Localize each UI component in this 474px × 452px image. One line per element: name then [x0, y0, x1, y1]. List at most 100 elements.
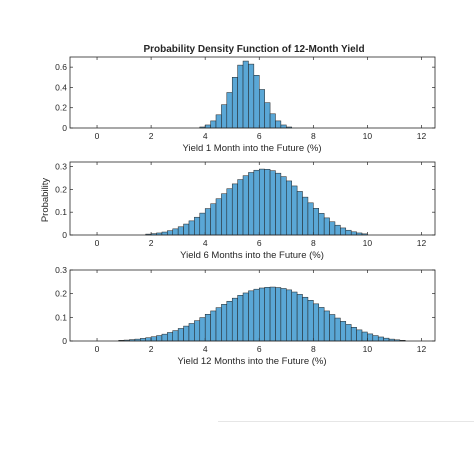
bar	[280, 176, 287, 236]
bar	[226, 188, 233, 236]
bar	[188, 220, 195, 236]
shared-ylabel: Probability	[40, 178, 51, 223]
bar	[286, 180, 292, 236]
bar	[307, 300, 314, 342]
bar	[215, 114, 222, 129]
bar	[210, 203, 217, 236]
bar	[210, 310, 217, 342]
y-tick-label: 0.2	[55, 184, 67, 194]
bar	[183, 325, 190, 342]
bar	[280, 124, 287, 129]
axes-box	[69, 161, 436, 236]
bar	[345, 324, 352, 342]
x-tick-label: 8	[311, 131, 316, 141]
bar	[253, 169, 260, 236]
bar	[237, 179, 244, 236]
xlabel-2: Yield 6 Months into the Future (%)	[180, 250, 324, 261]
x-tick-label: 0	[95, 238, 100, 248]
bar	[145, 337, 152, 342]
x-tick-label: 2	[149, 131, 154, 141]
bar	[172, 228, 179, 236]
bar	[226, 92, 233, 129]
bar	[248, 172, 255, 236]
x-tick-label: 12	[417, 238, 427, 248]
bar	[231, 183, 238, 236]
y-tick-label: 0	[62, 123, 67, 133]
bar	[323, 310, 330, 342]
bar	[275, 172, 282, 236]
bar	[307, 202, 314, 236]
bar	[356, 329, 363, 342]
x-tick-label: 10	[363, 238, 373, 248]
bar	[340, 321, 347, 342]
bar	[253, 75, 260, 129]
bar	[264, 169, 271, 236]
y-tick-label: 0	[62, 336, 67, 346]
bar	[231, 77, 238, 129]
x-tick-label: 2	[149, 344, 154, 354]
x-tick-label: 10	[363, 344, 373, 354]
y-tick-label: 0	[62, 230, 67, 240]
bar	[313, 208, 319, 236]
bar	[323, 217, 330, 236]
bar	[264, 287, 271, 342]
bar	[188, 323, 195, 342]
bar	[350, 327, 357, 342]
bar	[204, 124, 211, 129]
bar	[204, 208, 211, 236]
bar	[199, 317, 206, 342]
bar	[302, 296, 309, 342]
figure-title: Probability Density Function of 12-Month…	[143, 44, 364, 55]
bar	[221, 104, 228, 129]
xlabel-3: Yield 12 Months into the Future (%)	[177, 356, 326, 367]
bar	[215, 307, 222, 342]
subplot-3: Yield 12 Months into the Future (%) 0 2 4 6…	[55, 265, 436, 367]
y-tick-label: 0.6	[55, 62, 67, 72]
y-tick-label: 0.1	[55, 312, 67, 322]
bar	[275, 287, 282, 342]
bar	[242, 175, 249, 236]
bar	[194, 320, 201, 342]
bar	[345, 229, 352, 236]
bar	[377, 336, 384, 342]
x-tick-label: 12	[417, 344, 427, 354]
bar	[226, 300, 233, 342]
bar	[269, 170, 276, 236]
bar	[161, 333, 168, 342]
bar	[237, 64, 244, 129]
x-tick-label: 2	[149, 238, 154, 248]
bar	[313, 303, 319, 342]
bar	[318, 307, 325, 342]
bar	[264, 102, 271, 129]
x-tick-label: 8	[311, 238, 316, 248]
bar	[156, 335, 163, 342]
y-tick-label: 0.2	[55, 289, 67, 299]
y-tick-label: 0.4	[55, 82, 67, 92]
bar	[253, 288, 260, 342]
bar	[194, 216, 201, 236]
bar	[334, 317, 341, 342]
x-tick-label: 0	[95, 344, 100, 354]
bar	[177, 328, 184, 342]
subplot-1: Yield 1 Month into the Future (%) 0 2 4 6 8 1…	[55, 56, 436, 154]
bar	[286, 289, 292, 342]
bar	[291, 185, 298, 236]
bar	[259, 287, 265, 342]
bar	[210, 120, 217, 129]
bar	[242, 60, 249, 129]
bar	[242, 292, 249, 342]
bar	[361, 331, 368, 342]
bar	[248, 63, 255, 129]
bar	[231, 297, 238, 342]
x-tick-label: 6	[257, 131, 262, 141]
bar	[334, 224, 341, 236]
x-tick-label: 10	[363, 131, 373, 141]
bar	[199, 212, 206, 236]
y-tick-label: 0.2	[55, 103, 67, 113]
divider	[218, 421, 474, 422]
x-tick-label: 12	[417, 131, 427, 141]
bar	[221, 193, 228, 236]
bar	[329, 221, 336, 236]
x-tick-label: 4	[203, 344, 208, 354]
